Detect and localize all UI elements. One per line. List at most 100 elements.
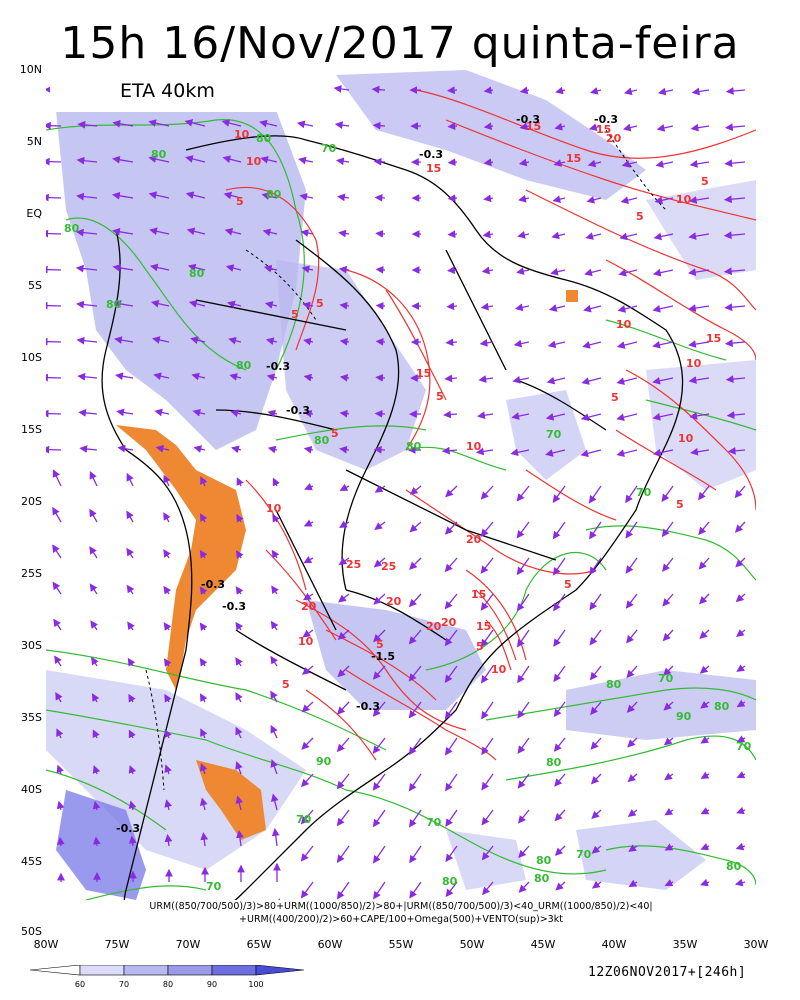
wind-arrow — [447, 266, 458, 275]
wind-arrow — [616, 449, 638, 457]
wind-arrow — [373, 157, 386, 166]
contour-label: 20 — [386, 595, 402, 608]
wind-arrow — [56, 728, 64, 739]
wind-arrow — [445, 338, 458, 347]
contour-label: -1.5 — [371, 650, 395, 663]
colorbar-tick: 70 — [119, 980, 129, 989]
wind-arrow — [585, 232, 602, 240]
wind-arrow — [373, 881, 386, 900]
wind-arrow — [46, 445, 62, 454]
contour-label: 10 — [686, 357, 702, 370]
wind-arrow — [270, 793, 279, 811]
wind-arrow — [373, 629, 386, 643]
wind-arrow — [555, 86, 566, 95]
wind-arrow — [46, 229, 62, 238]
wind-arrow — [514, 303, 530, 312]
wind-arrow — [517, 737, 530, 754]
wind-arrow — [591, 880, 602, 889]
wind-arrow — [270, 724, 278, 739]
wind-arrow — [445, 845, 458, 863]
longitude-label: 65W — [246, 938, 272, 951]
contour-label: 80 — [726, 860, 742, 873]
wind-arrow — [236, 830, 244, 847]
wind-arrow — [554, 845, 566, 856]
wind-arrow — [619, 232, 638, 241]
wind-arrow — [621, 160, 638, 168]
wind-arrow — [622, 123, 638, 132]
wind-arrow — [480, 593, 494, 611]
wind-arrow — [303, 556, 314, 564]
wind-arrow — [483, 194, 494, 203]
wind-arrow — [628, 844, 638, 852]
wind-arrow — [199, 797, 208, 811]
contour-label: 15 — [596, 123, 611, 136]
wind-arrow — [299, 193, 314, 201]
wind-arrow — [296, 120, 314, 129]
wind-arrow — [163, 474, 171, 487]
wind-arrow — [481, 845, 494, 861]
wind-arrow — [114, 336, 134, 344]
wind-arrow — [128, 765, 137, 775]
wind-arrow — [519, 122, 530, 131]
longitude-label: 30W — [743, 938, 769, 951]
wind-arrow — [163, 512, 171, 523]
wind-arrow — [724, 339, 746, 347]
wind-arrow — [688, 340, 710, 348]
wind-arrow — [301, 701, 314, 713]
wind-arrow — [591, 845, 602, 854]
wind-arrow — [302, 629, 314, 638]
wind-arrow — [518, 158, 530, 167]
wind-arrow — [192, 408, 206, 417]
wind-arrow — [700, 700, 710, 709]
wind-arrow — [408, 737, 422, 756]
wind-arrow — [700, 878, 710, 887]
wind-arrow — [590, 773, 602, 785]
wind-arrow — [735, 593, 746, 603]
wind-arrow — [298, 156, 314, 165]
wind-arrow — [689, 160, 710, 168]
wind-arrow — [270, 759, 278, 775]
wind-arrow — [553, 701, 566, 718]
wind-arrow — [126, 584, 135, 595]
wind-arrow — [409, 881, 422, 899]
wind-arrow — [551, 231, 566, 240]
wind-arrow — [53, 618, 62, 631]
wind-arrow — [700, 736, 710, 744]
wind-arrow — [150, 299, 170, 308]
contour-label: 80 — [151, 148, 167, 161]
wind-arrow — [723, 267, 746, 276]
wind-arrow — [199, 549, 208, 559]
wind-arrow — [664, 772, 674, 781]
wind-arrow — [56, 800, 65, 811]
wind-arrow — [164, 764, 172, 775]
contour-label: 70 — [546, 428, 562, 441]
wind-arrow — [300, 229, 314, 237]
wind-arrow — [482, 230, 494, 239]
wind-arrow — [235, 726, 243, 739]
wind-arrow — [445, 881, 458, 898]
contour-label: 5 — [236, 195, 244, 208]
wind-arrow — [550, 267, 566, 276]
wind-arrow — [664, 843, 674, 851]
contour-label: 10 — [234, 128, 250, 141]
contour-label: -0.3 — [286, 404, 310, 417]
wind-arrow — [590, 737, 602, 750]
wind-arrow — [221, 119, 242, 127]
colorbar-segment — [211, 965, 257, 976]
contour-label: 5 — [331, 427, 339, 440]
wind-arrow — [480, 521, 494, 537]
wind-arrow — [338, 593, 350, 603]
wind-arrow — [580, 413, 602, 421]
contour-label: -0.3 — [419, 148, 443, 161]
wind-arrow — [148, 119, 170, 127]
wind-arrow — [480, 665, 494, 684]
wind-arrow — [301, 773, 314, 788]
wind-arrow — [271, 828, 280, 847]
latitude-label: 5S — [28, 279, 42, 292]
contour-label: 80 — [236, 359, 252, 372]
wind-arrow — [337, 701, 350, 715]
wind-arrow — [235, 550, 244, 559]
wind-arrow — [374, 193, 386, 202]
wind-arrow — [112, 264, 134, 272]
wind-arrow — [231, 445, 242, 454]
